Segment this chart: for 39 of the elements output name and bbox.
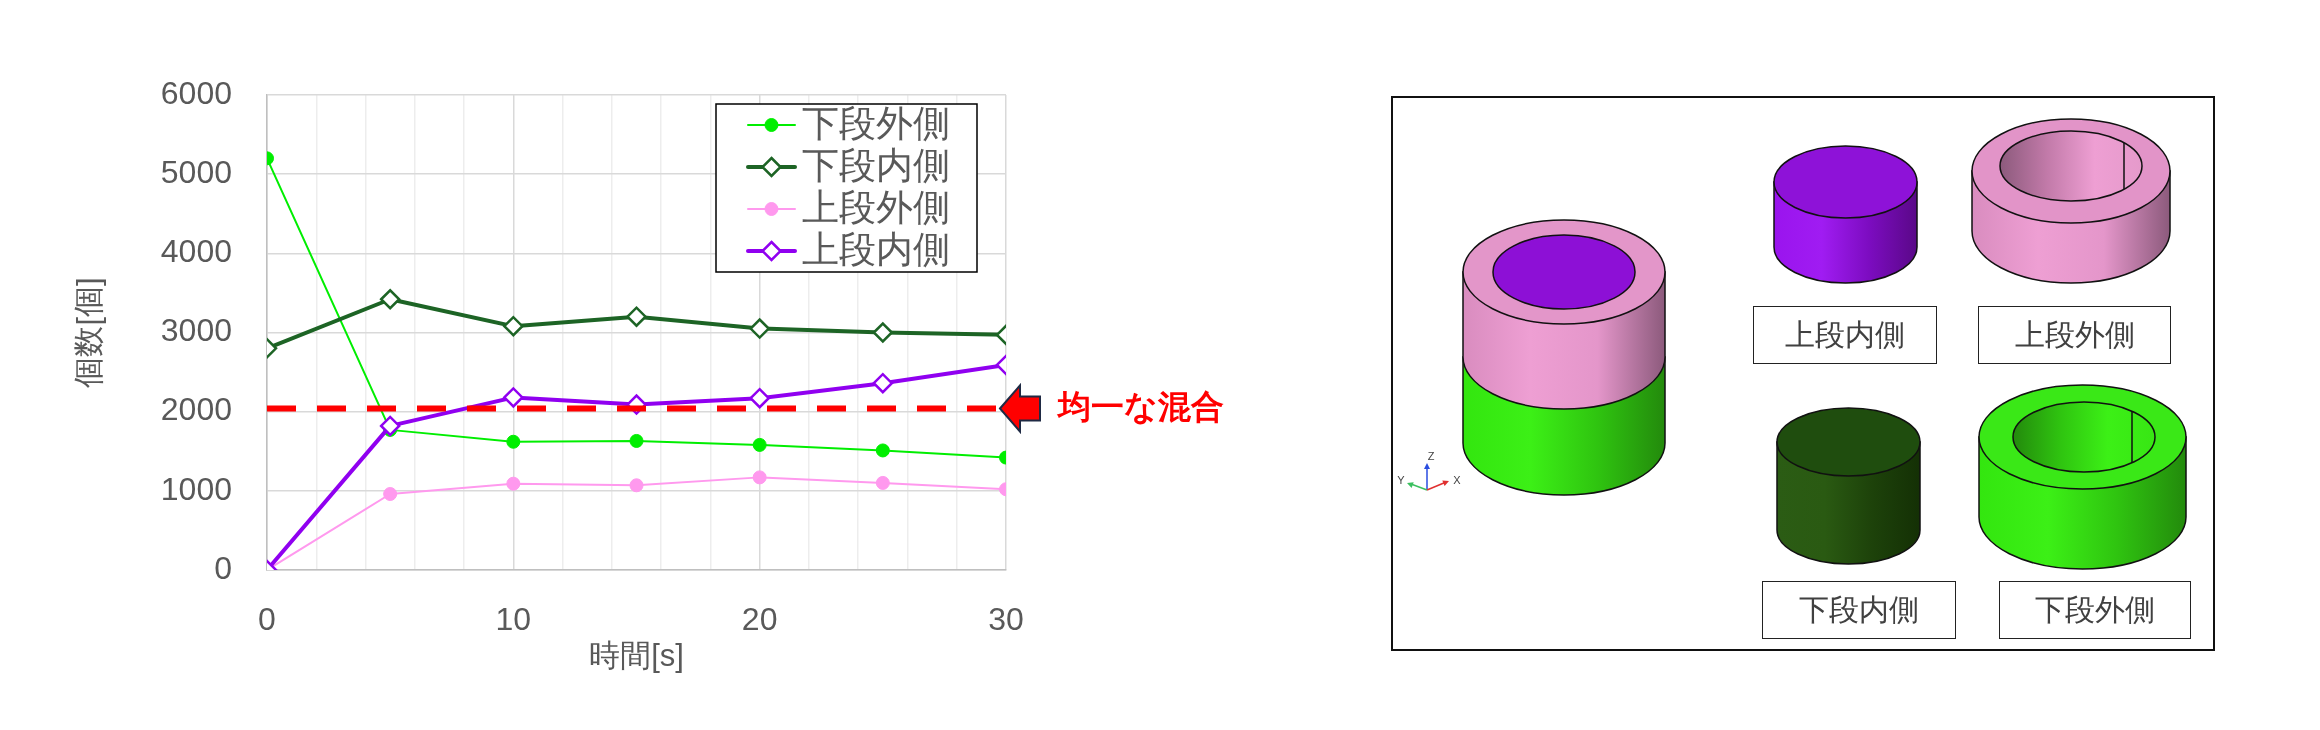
point: [875, 443, 890, 458]
x-tick-label: 10: [495, 601, 532, 638]
y-axis-title: 個数[個]: [71, 277, 107, 388]
y-tick-label: 5000: [160, 153, 232, 190]
point: [506, 476, 521, 491]
text: Y: [1397, 474, 1405, 486]
point: [875, 475, 890, 490]
legend-label: 上段内側: [802, 229, 950, 271]
y-tick-label: 1000: [160, 470, 232, 507]
y-tick-label: 4000: [160, 233, 232, 270]
y-tick-label: 3000: [160, 312, 232, 349]
legend-label: 上段外側: [802, 187, 950, 229]
point: [506, 434, 521, 449]
x-tick-label: 0: [258, 601, 276, 638]
point: [872, 372, 894, 394]
point: [626, 306, 647, 327]
x-tick-label: 30: [988, 601, 1024, 638]
point: [749, 387, 770, 409]
point: [752, 470, 767, 485]
legend-label: 下段外側: [802, 103, 950, 145]
point: [752, 437, 767, 452]
y-tick-label: 6000: [160, 74, 232, 111]
x-tick-label: 20: [741, 601, 778, 638]
x-axis-title: 時間[s]: [589, 637, 684, 673]
point: [872, 322, 894, 343]
ref-line-label: 均一な混合: [1056, 387, 1224, 425]
legend-label: 下段内側: [802, 145, 950, 187]
point: [749, 318, 770, 339]
point: [503, 387, 524, 408]
text: Z: [1427, 450, 1435, 462]
point: [629, 478, 644, 493]
y-tick-label: 2000: [160, 391, 232, 428]
point: [629, 433, 644, 448]
y-tick-label: 0: [214, 549, 232, 586]
point: [379, 289, 401, 310]
point: [383, 487, 398, 501]
point: [379, 415, 401, 437]
point: [503, 315, 524, 337]
text: X: [1453, 474, 1461, 486]
